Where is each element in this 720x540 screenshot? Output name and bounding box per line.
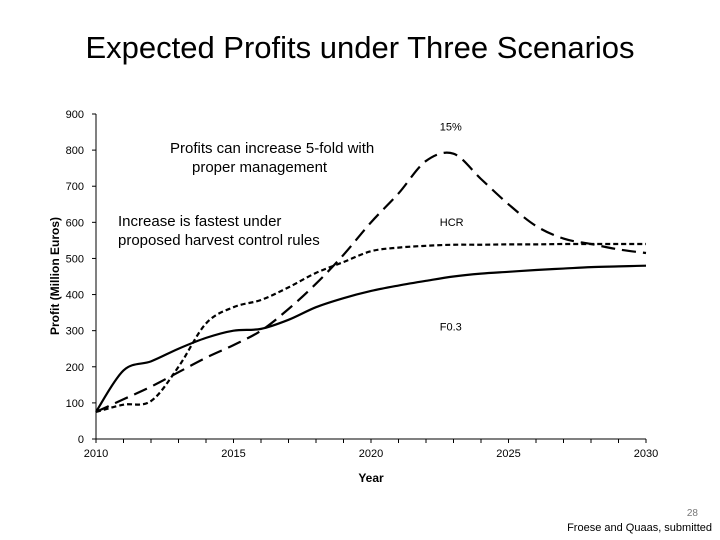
y-tick-label: 700 bbox=[66, 181, 84, 193]
slide-title: Expected Profits under Three Scenarios bbox=[85, 30, 635, 65]
series-label: HCR bbox=[440, 217, 464, 229]
y-tick-label: 300 bbox=[66, 326, 84, 338]
series-label: F0.3 bbox=[440, 322, 462, 334]
x-tick-label: 2010 bbox=[84, 448, 108, 460]
y-tick-label: 0 bbox=[78, 434, 84, 446]
y-tick-label: 200 bbox=[66, 362, 84, 374]
page-number: 28 bbox=[686, 508, 698, 519]
y-tick-label: 400 bbox=[66, 290, 84, 302]
x-tick-label: 2020 bbox=[359, 448, 383, 460]
y-tick-label: 500 bbox=[66, 253, 84, 265]
series-line-HCR bbox=[95, 242, 646, 413]
x-tick-label: 2015 bbox=[221, 448, 245, 460]
series-label: 15% bbox=[440, 121, 462, 133]
annotation-line: Profits can increase 5-fold with bbox=[170, 140, 375, 157]
annotation-hcr: Increase is fastest under proposed harve… bbox=[118, 212, 320, 250]
annotation-line: proper management bbox=[192, 159, 328, 176]
y-tick-label: 900 bbox=[66, 109, 84, 121]
x-axis-label: Year bbox=[358, 471, 384, 485]
x-tick-label: 2025 bbox=[496, 448, 520, 460]
series-line-15% bbox=[95, 151, 647, 413]
x-tick-label: 2030 bbox=[634, 448, 658, 460]
annotation-line: Increase is fastest under bbox=[118, 213, 282, 230]
citation: Froese and Quaas, submitted bbox=[567, 522, 712, 534]
annotation-profits: Profits can increase 5-fold with proper … bbox=[170, 139, 374, 177]
y-tick-label: 800 bbox=[66, 145, 84, 157]
y-tick-label: 600 bbox=[66, 217, 84, 229]
y-tick-label: 100 bbox=[66, 398, 84, 410]
series-line-F0.3 bbox=[95, 264, 647, 413]
y-axis-label: Profit (Million Euros) bbox=[48, 217, 62, 335]
annotation-line: proposed harvest control rules bbox=[118, 232, 320, 249]
